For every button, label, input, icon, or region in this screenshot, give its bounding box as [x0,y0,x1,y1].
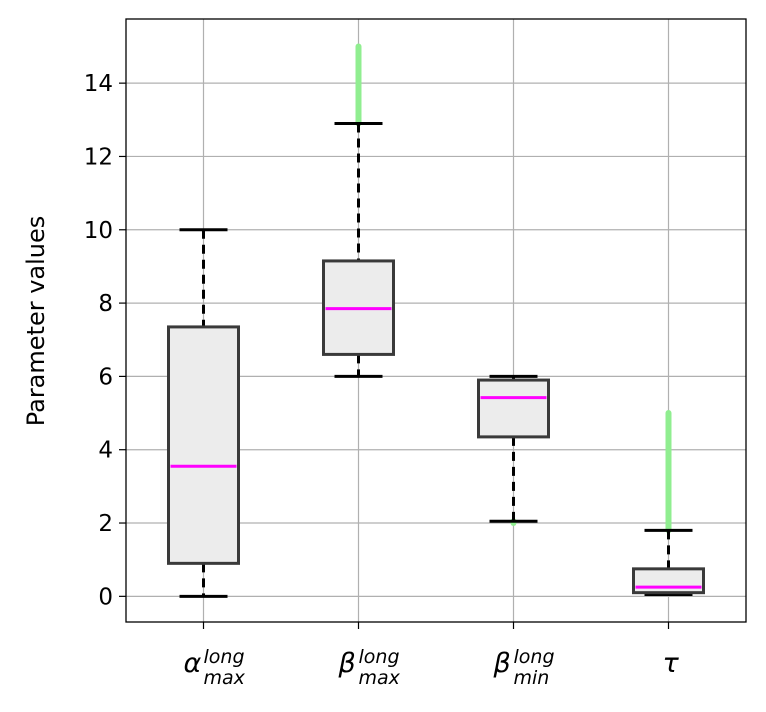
y-tick-label: 12 [84,144,113,170]
y-axis-ticks: 0 2 4 6 8 10 12 14 [84,71,126,610]
box-4 [632,410,705,597]
box-2 [322,43,395,378]
x-tick-label: τ [663,648,680,679]
x-tick-label-superscript: long [204,646,245,668]
box-3 [477,374,550,527]
box-1 [167,228,240,598]
x-tick-label-base: β [338,648,356,679]
box-iqr [632,567,705,595]
x-tick-label-subscript: max [204,667,246,689]
y-tick-label: 4 [98,438,113,464]
box-plot-series [167,43,705,598]
y-tick-label: 14 [84,71,113,97]
x-tick-label-subscript: max [359,667,401,689]
y-tick-label: 10 [84,218,113,244]
y-tick-label: 8 [98,291,113,317]
x-tick-label-base: α [184,648,202,679]
x-tick-label-base: β [493,648,511,679]
x-tick-label-superscript: long [359,646,400,668]
y-tick-label: 6 [98,364,113,390]
box-iqr [477,378,550,439]
x-tick-label-subscript: min [514,667,550,689]
x-tick-label-base: τ [663,648,680,679]
x-tick-label-superscript: long [514,646,555,668]
box-iqr [167,325,240,565]
y-tick-label: 0 [98,584,113,610]
y-axis-label: Parameter values [22,216,50,427]
plot-area-frame [125,18,747,623]
y-tick-label: 2 [98,511,113,537]
